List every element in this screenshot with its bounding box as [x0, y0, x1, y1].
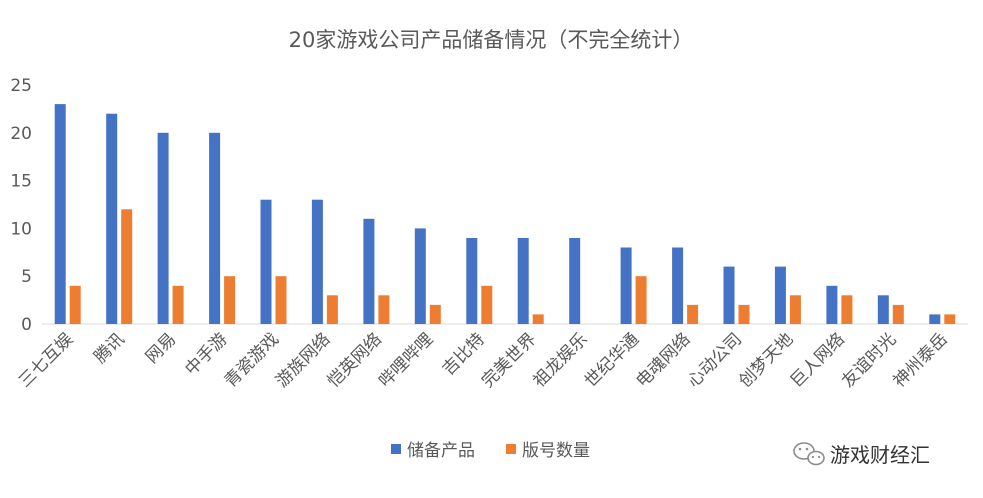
legend: 储备产品 版号数量 [391, 441, 590, 461]
bars-group [54, 104, 956, 324]
y-axis: 0 5 10 15 20 25 [10, 76, 32, 335]
y-tick-label: 15 [10, 172, 32, 192]
bar-series-2 [738, 304, 750, 324]
bar-series-1 [363, 218, 375, 324]
x-tick-label: 中手游 [181, 329, 231, 379]
x-tick-label: 青瓷游戏 [221, 329, 283, 391]
bar-series-2 [378, 295, 390, 324]
x-tick-label: 腾讯 [91, 329, 129, 367]
x-tick-label: 三七互娱 [15, 329, 77, 391]
bar-series-2 [69, 285, 81, 324]
bar-series-1 [517, 238, 529, 324]
bar-series-2 [892, 304, 904, 324]
bar-series-1 [106, 113, 118, 324]
legend-swatch-series-2 [506, 444, 516, 454]
bar-series-1 [877, 295, 889, 324]
bar-series-2 [224, 276, 236, 324]
legend-label-series-1: 储备产品 [407, 441, 475, 461]
bar-series-2 [172, 285, 184, 324]
y-tick-label: 25 [10, 76, 32, 96]
x-tick-label: 世纪华通 [581, 329, 643, 391]
bar-series-1 [569, 238, 581, 324]
bar-series-1 [54, 104, 66, 324]
bar-series-1 [929, 314, 941, 324]
bar-series-1 [260, 199, 272, 324]
bar-series-1 [311, 199, 323, 324]
x-tick-label: 网易 [142, 329, 180, 367]
x-tick-label: 恺英网络 [324, 329, 386, 391]
x-tick-label: 祖龙娱乐 [529, 329, 591, 391]
bar-series-2 [841, 295, 853, 324]
bar-series-2 [635, 276, 647, 324]
bar-series-2 [326, 295, 338, 324]
watermark-text: 游戏财经汇 [830, 443, 930, 467]
x-tick-label: 创梦天地 [735, 329, 797, 391]
bar-series-1 [157, 132, 169, 324]
x-tick-label: 巨人网络 [787, 329, 849, 391]
legend-label-series-2: 版号数量 [522, 441, 590, 461]
bar-series-2 [429, 304, 441, 324]
wechat-icon [793, 442, 825, 466]
bar-series-1 [672, 247, 684, 324]
bar-series-2 [532, 314, 544, 324]
x-tick-label: 心动公司 [684, 329, 746, 391]
bar-series-1 [209, 132, 221, 324]
bar-series-1 [466, 238, 478, 324]
y-tick-label: 0 [21, 315, 32, 335]
x-tick-label: 电魂网络 [632, 329, 694, 391]
bar-series-2 [121, 209, 133, 324]
bar-series-1 [414, 228, 426, 324]
bar-series-1 [723, 266, 735, 324]
bar-series-2 [944, 314, 956, 324]
y-tick-label: 10 [10, 219, 32, 239]
y-tick-label: 20 [10, 124, 32, 144]
bar-series-1 [826, 285, 838, 324]
bar-series-2 [687, 304, 699, 324]
x-tick-label: 游族网络 [272, 329, 334, 391]
watermark: 游戏财经汇 [793, 442, 930, 467]
bar-series-2 [481, 285, 493, 324]
legend-swatch-series-1 [391, 444, 401, 454]
bar-series-2 [275, 276, 287, 324]
bar-series-1 [774, 266, 786, 324]
x-tick-label: 哔哩哔哩 [375, 329, 437, 391]
x-tick-label: 友谊时光 [838, 329, 900, 391]
chart-title: 20家游戏公司产品储备情况（不完全统计） [289, 28, 694, 52]
bar-series-1 [620, 247, 632, 324]
x-tick-label: 吉比特 [439, 329, 489, 379]
y-tick-label: 5 [21, 267, 32, 287]
x-tick-label: 完美世界 [478, 329, 540, 391]
bar-series-2 [789, 295, 801, 324]
x-tick-label: 神州泰岳 [890, 329, 952, 391]
